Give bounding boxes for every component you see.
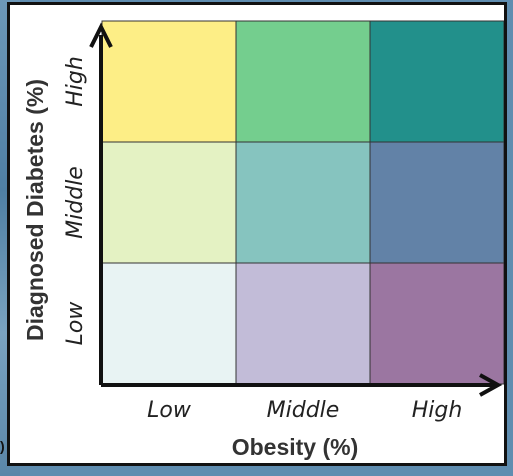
heatmap-cell-low-obesity-middle-diabetes [101,141,237,264]
y-axis-title: Diagnosed Diabetes (%) [22,79,48,341]
heatmap-cell-middle-obesity-low-diabetes [235,262,371,385]
y-tick-label-middle: Middle [63,166,88,239]
heatmap-cell-high-obesity-low-diabetes [369,262,504,385]
y-tick-label-low: Low [63,301,88,346]
bivariate-legend-panel: Low Middle High Low Middle High Obesity (%) D… [7,2,507,466]
y-tick-label-high: High [63,56,88,107]
heatmap-cell-middle-obesity-high-diabetes [235,20,371,143]
heatmap-cell-high-obesity-middle-diabetes [369,141,504,264]
x-axis-title: Obesity (%) [232,434,359,460]
heatmap-cell-low-obesity-high-diabetes [101,20,237,143]
heatmap-cell-middle-obesity-middle-diabetes [235,141,371,264]
x-axis-arrow [479,373,503,397]
x-tick-label-high: High [412,398,463,423]
y-axis-arrow [89,22,113,48]
x-tick-label-middle: Middle [267,398,340,423]
heatmap-cell-high-obesity-high-diabetes [369,20,504,143]
background-text-fragment: ) [0,438,5,454]
x-tick-label-low: Low [147,398,192,423]
bivariate-legend-chart: Low Middle High Low Middle High Obesity (%) D… [22,20,504,460]
heatmap-cell-low-obesity-low-diabetes [101,262,237,385]
